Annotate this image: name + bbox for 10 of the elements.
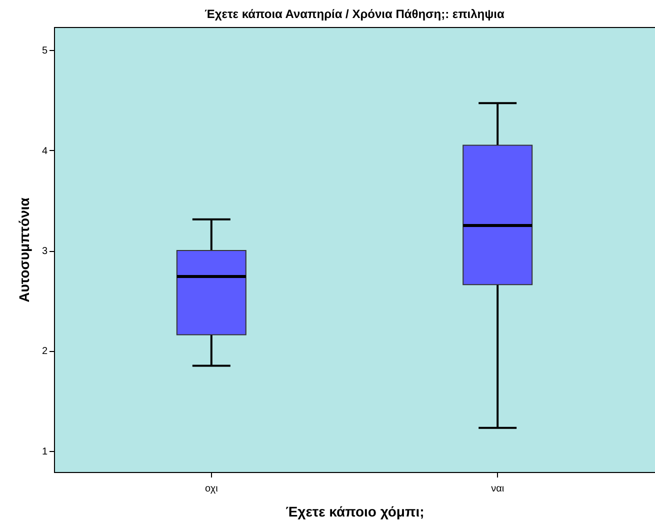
- x-tick-label: οχι: [205, 484, 218, 494]
- y-axis-title: Αυτοσυμπτόνια: [16, 197, 32, 302]
- y-tick-label: 5: [42, 46, 48, 57]
- y-tick-label: 4: [42, 146, 48, 157]
- chart-title: Έχετε κάποια Αναπηρία / Χρόνια Πάθηση;: επιληψια: [204, 7, 506, 21]
- y-tick-label: 2: [42, 346, 48, 358]
- y-tick-label: 1: [42, 446, 48, 458]
- x-axis-title: Έχετε κάποιο χόμπι;: [286, 504, 424, 520]
- y-tick-label: 3: [42, 246, 48, 257]
- x-tick-label: ναι: [491, 484, 504, 494]
